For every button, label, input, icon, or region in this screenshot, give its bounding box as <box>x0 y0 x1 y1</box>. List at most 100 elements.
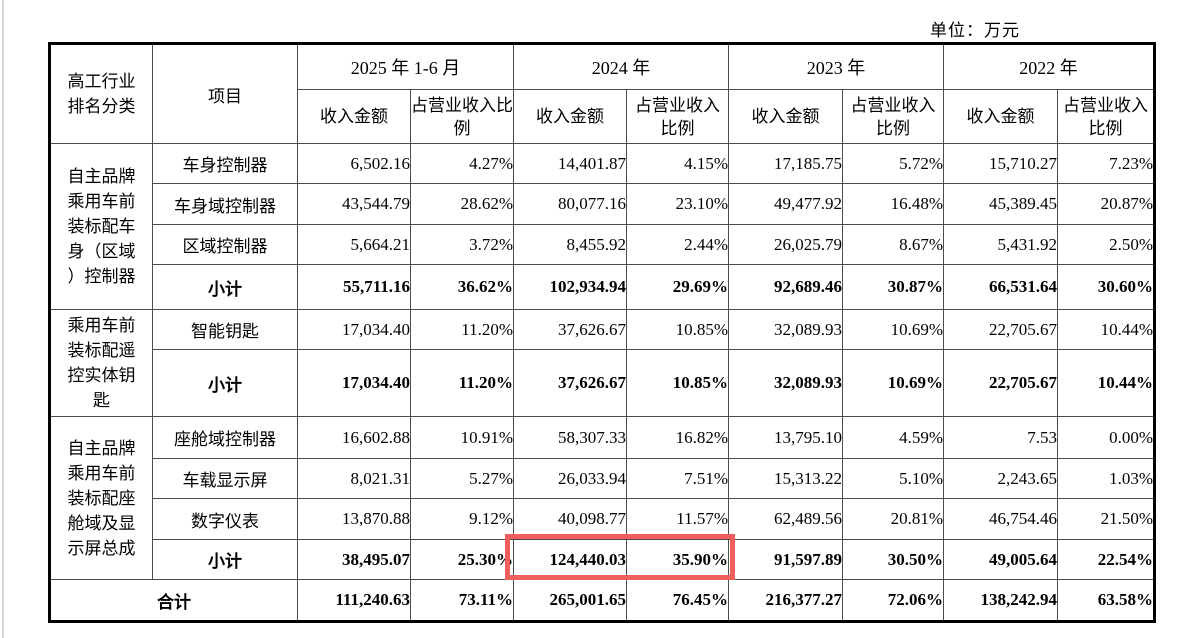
header-ratio-2025h1: 占营业收入比例 <box>410 89 514 144</box>
table-cell: 0.00% <box>1057 416 1155 459</box>
table-cell: 13,870.88 <box>297 498 411 540</box>
table-cell: 10.85% <box>626 349 729 417</box>
table-cell: 15,710.27 <box>943 143 1058 184</box>
table-cell: 46,754.46 <box>943 498 1058 540</box>
table-cell: 2,243.65 <box>943 458 1058 499</box>
table-cell: 10.44% <box>1057 349 1155 417</box>
header-period-2023: 2023 年 <box>728 43 944 90</box>
table-cell: 16,602.88 <box>297 416 411 459</box>
header-revenue-2024: 收入金额 <box>513 89 627 144</box>
table-cell: 49,005.64 <box>943 539 1058 580</box>
table-cell: 40,098.77 <box>513 498 627 540</box>
table-cell: 5.27% <box>410 458 514 499</box>
table-cell: 8,455.92 <box>513 224 627 265</box>
table-cell: 25.30% <box>410 539 514 580</box>
table-cell: 2.50% <box>1057 224 1155 265</box>
highlighted-cell-2024-revenue: 124,440.03 <box>513 539 627 580</box>
table-cell: 5.10% <box>842 458 944 499</box>
table-cell: 49,477.92 <box>728 183 843 225</box>
table-cell: 16.82% <box>626 416 729 459</box>
table-cell: 13,795.10 <box>728 416 843 459</box>
header-ratio-2023: 占营业收入比例 <box>842 89 944 144</box>
unit-label: 单位：万元 <box>930 21 1020 40</box>
table-cell: 32,089.93 <box>728 309 843 350</box>
category-cockpit-display: 自主品牌 乘用车前 装标配座 舱域及显 示屏总成 <box>49 416 153 580</box>
header-ratio-2024: 占营业收入比例 <box>626 89 729 144</box>
table-cell: 30.87% <box>842 264 944 310</box>
table-cell: 138,242.94 <box>943 579 1058 622</box>
table-cell: 26,033.94 <box>513 458 627 499</box>
subtotal-row-highlighted: 小计 38,495.07 25.30% 124,440.03 35.90% 91… <box>50 539 1155 580</box>
table-cell: 11.57% <box>626 498 729 540</box>
revenue-breakdown-table: 高工行业 排名分类 项目 2025 年 1-6 月 2024 年 2023 年 … <box>48 42 1156 623</box>
table-cell: 8,021.31 <box>297 458 411 499</box>
header-revenue-2022: 收入金额 <box>943 89 1058 144</box>
table-cell: 10.69% <box>842 349 944 417</box>
table-cell: 216,377.27 <box>728 579 843 622</box>
table-cell: 26,025.79 <box>728 224 843 265</box>
category-body-controllers: 自主品牌 乘用车前 装标配车 身（区域 ）控制器 <box>49 143 153 310</box>
table-cell: 28.62% <box>410 183 514 225</box>
table-row: 自主品牌 乘用车前 装标配座 舱域及显 示屏总成 座舱域控制器 16,602.8… <box>49 416 1155 580</box>
table-cell: 16.48% <box>842 183 944 225</box>
table-cell: 22.54% <box>1057 539 1155 580</box>
header-item: 项目 <box>152 43 298 144</box>
table-cell: 45,389.45 <box>943 183 1058 225</box>
table-row: 车身域控制器 43,544.79 28.62% 80,077.16 23.10%… <box>50 183 1155 225</box>
subtotal-label: 小计 <box>152 349 298 417</box>
table-cell: 72.06% <box>842 579 944 622</box>
table-cell: 10.85% <box>626 309 729 350</box>
table-row: 乘用车前 装标配遥 控实体钥 匙 智能钥匙 17,034.40 11.20% 3… <box>49 309 1155 417</box>
header-category: 高工行业 排名分类 <box>49 43 153 144</box>
table-cell: 55,711.16 <box>297 264 411 310</box>
header-period-2024: 2024 年 <box>513 43 729 90</box>
table-cell: 37,626.67 <box>513 349 627 417</box>
header-row-subcolumns: 收入金额 占营业收入比例 收入金额 占营业收入比例 收入金额 占营业收入比例 收… <box>50 89 1155 144</box>
table-row: 区域控制器 5,664.21 3.72% 8,455.92 2.44% 26,0… <box>50 224 1155 265</box>
table-cell: 20.87% <box>1057 183 1155 225</box>
table-cell: 6,502.16 <box>297 143 411 184</box>
table-cell: 36.62% <box>410 264 514 310</box>
table-cell: 43,544.79 <box>297 183 411 225</box>
header-row-years: 高工行业 排名分类 项目 2025 年 1-6 月 2024 年 2023 年 … <box>49 43 1155 144</box>
table-cell: 21.50% <box>1057 498 1155 540</box>
item-label: 车身控制器 <box>152 143 298 184</box>
table-cell: 4.27% <box>410 143 514 184</box>
header-revenue-2023: 收入金额 <box>728 89 843 144</box>
item-label: 区域控制器 <box>152 224 298 265</box>
table-cell: 80,077.16 <box>513 183 627 225</box>
subtotal-label: 小计 <box>152 264 298 310</box>
table-cell: 17,034.40 <box>297 309 411 350</box>
table-cell: 2.44% <box>626 224 729 265</box>
table-cell: 92,689.46 <box>728 264 843 310</box>
subtotal-row: 小计 55,711.16 36.62% 102,934.94 29.69% 92… <box>50 264 1155 310</box>
table-cell: 17,185.75 <box>728 143 843 184</box>
header-ratio-2022: 占营业收入比例 <box>1057 89 1155 144</box>
item-label: 智能钥匙 <box>152 309 298 350</box>
table-cell: 14,401.87 <box>513 143 627 184</box>
table-cell: 23.10% <box>626 183 729 225</box>
highlighted-cell-2024-ratio: 35.90% <box>626 539 729 580</box>
table-cell: 5.72% <box>842 143 944 184</box>
item-label: 数字仪表 <box>152 498 298 540</box>
page-edge-line <box>2 0 4 638</box>
table-cell: 22,705.67 <box>943 349 1058 417</box>
table-cell: 7.23% <box>1057 143 1155 184</box>
table-cell: 10.69% <box>842 309 944 350</box>
item-label: 车载显示屏 <box>152 458 298 499</box>
table-cell: 1.03% <box>1057 458 1155 499</box>
table-cell: 7.53 <box>943 416 1058 459</box>
table-cell: 102,934.94 <box>513 264 627 310</box>
table-cell: 9.12% <box>410 498 514 540</box>
table-cell: 38,495.07 <box>297 539 411 580</box>
subtotal-row: 小计 17,034.40 11.20% 37,626.67 10.85% 32,… <box>50 349 1155 417</box>
table-cell: 30.50% <box>842 539 944 580</box>
table-cell: 10.44% <box>1057 309 1155 350</box>
table-cell: 11.20% <box>410 349 514 417</box>
subtotal-label: 小计 <box>152 539 298 580</box>
table-cell: 5,431.92 <box>943 224 1058 265</box>
table-cell: 91,597.89 <box>728 539 843 580</box>
table-cell: 265,001.65 <box>513 579 627 622</box>
table-cell: 7.51% <box>626 458 729 499</box>
table-cell: 3.72% <box>410 224 514 265</box>
